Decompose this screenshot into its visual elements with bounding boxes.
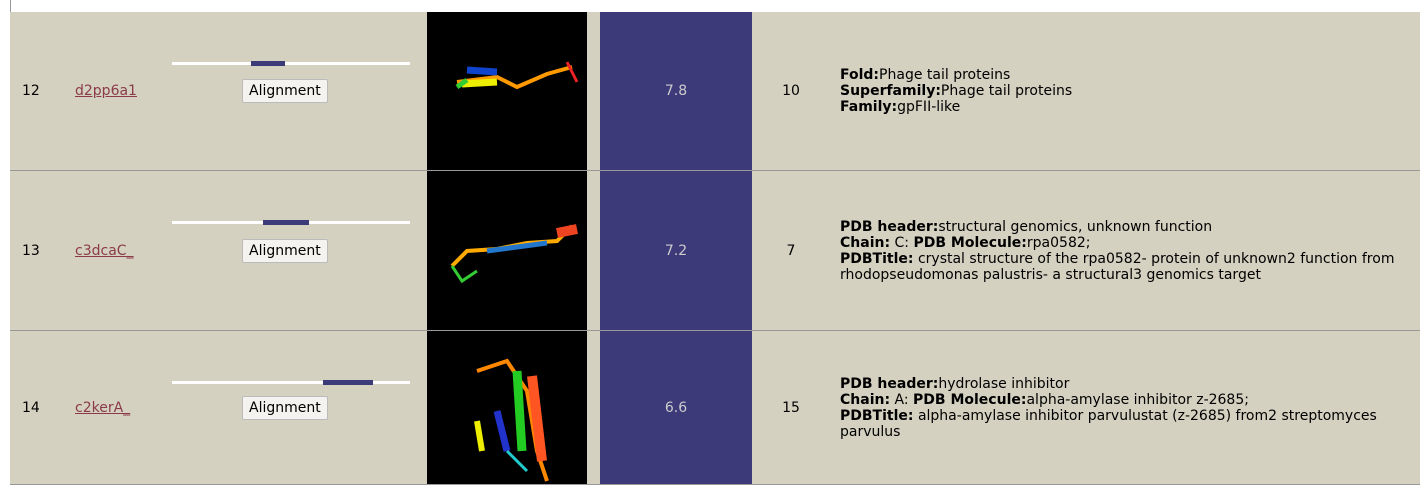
field-label: Superfamily:	[840, 83, 941, 99]
field-label: PDB header:	[840, 219, 938, 235]
field-value: A:	[895, 392, 909, 408]
description: PDB header:structural genomics, unknown …	[840, 171, 1415, 330]
field-value: hydrolase inhibitor	[938, 376, 1069, 392]
field-label: Family:	[840, 99, 897, 115]
confidence: 6.6	[600, 331, 752, 484]
description-line: Chain: A: PDB Molecule:alpha-amylase inh…	[840, 392, 1415, 408]
rank: 14	[22, 331, 40, 484]
description-line: PDB header:structural genomics, unknown …	[840, 219, 1415, 235]
field-value: structural genomics, unknown function	[938, 219, 1212, 235]
field-label: PDBTitle:	[840, 408, 914, 424]
description-line: Family:gpFII-like	[840, 99, 1072, 115]
structure-link[interactable]: c2kerA_	[75, 331, 130, 484]
structure-render	[427, 331, 587, 484]
confidence: 7.8	[600, 12, 752, 170]
coverage-segment	[251, 61, 285, 66]
structure-link[interactable]: c3dcaC_	[75, 171, 134, 330]
field-value: Phage tail proteins	[941, 83, 1072, 99]
results-table: 12d2pp6a1Alignment7.810Fold:Phage tail p…	[0, 0, 1420, 484]
field-value: rpa0582;	[1027, 235, 1091, 251]
structure-render	[427, 171, 587, 330]
coverage-segment	[323, 380, 373, 385]
field-label: PDBTitle:	[840, 251, 914, 267]
structure-image	[427, 331, 587, 484]
field-label: Fold:	[840, 67, 879, 83]
description-line: Fold:Phage tail proteins	[840, 67, 1072, 83]
structure-image	[427, 171, 587, 330]
description-text: PDB header:structural genomics, unknown …	[840, 219, 1415, 283]
rank: 12	[22, 12, 40, 170]
identity: 10	[752, 12, 830, 170]
alignment-cell: Alignment	[170, 331, 415, 484]
coverage-segment	[263, 220, 309, 225]
identity: 15	[752, 331, 830, 484]
field-label: PDB Molecule:	[913, 392, 1026, 408]
alignment-cell: Alignment	[170, 12, 415, 170]
structure-link[interactable]: d2pp6a1	[75, 12, 137, 170]
field-value: Phage tail proteins	[879, 67, 1010, 83]
alignment-button[interactable]: Alignment	[242, 396, 328, 420]
field-label: PDB header:	[840, 376, 938, 392]
description-line: Chain: C: PDB Molecule:rpa0582;	[840, 235, 1415, 251]
field-label: Chain:	[840, 235, 890, 251]
description-line: PDBTitle: alpha-amylase inhibitor parvul…	[840, 408, 1415, 440]
field-label: PDB Molecule:	[913, 235, 1026, 251]
structure-render	[427, 12, 587, 170]
description-line: Superfamily:Phage tail proteins	[840, 83, 1072, 99]
alignment-button[interactable]: Alignment	[242, 239, 328, 263]
coverage-track	[172, 381, 410, 384]
structure-image	[427, 12, 587, 170]
rank: 13	[22, 171, 40, 330]
coverage-track	[172, 62, 410, 65]
field-label: Chain:	[840, 392, 890, 408]
field-value: alpha-amylase inhibitor z-2685;	[1026, 392, 1249, 408]
field-value: crystal structure of the rpa0582- protei…	[840, 251, 1394, 283]
field-value: alpha-amylase inhibitor parvulustat (z-2…	[840, 408, 1377, 440]
alignment-cell: Alignment	[170, 171, 415, 330]
description-line: PDB header:hydrolase inhibitor	[840, 376, 1415, 392]
field-value: C:	[895, 235, 910, 251]
identity: 7	[752, 171, 830, 330]
confidence: 7.2	[600, 171, 752, 330]
description-line: PDBTitle: crystal structure of the rpa05…	[840, 251, 1415, 283]
alignment-button[interactable]: Alignment	[242, 79, 328, 103]
field-value: gpFII-like	[897, 99, 960, 115]
